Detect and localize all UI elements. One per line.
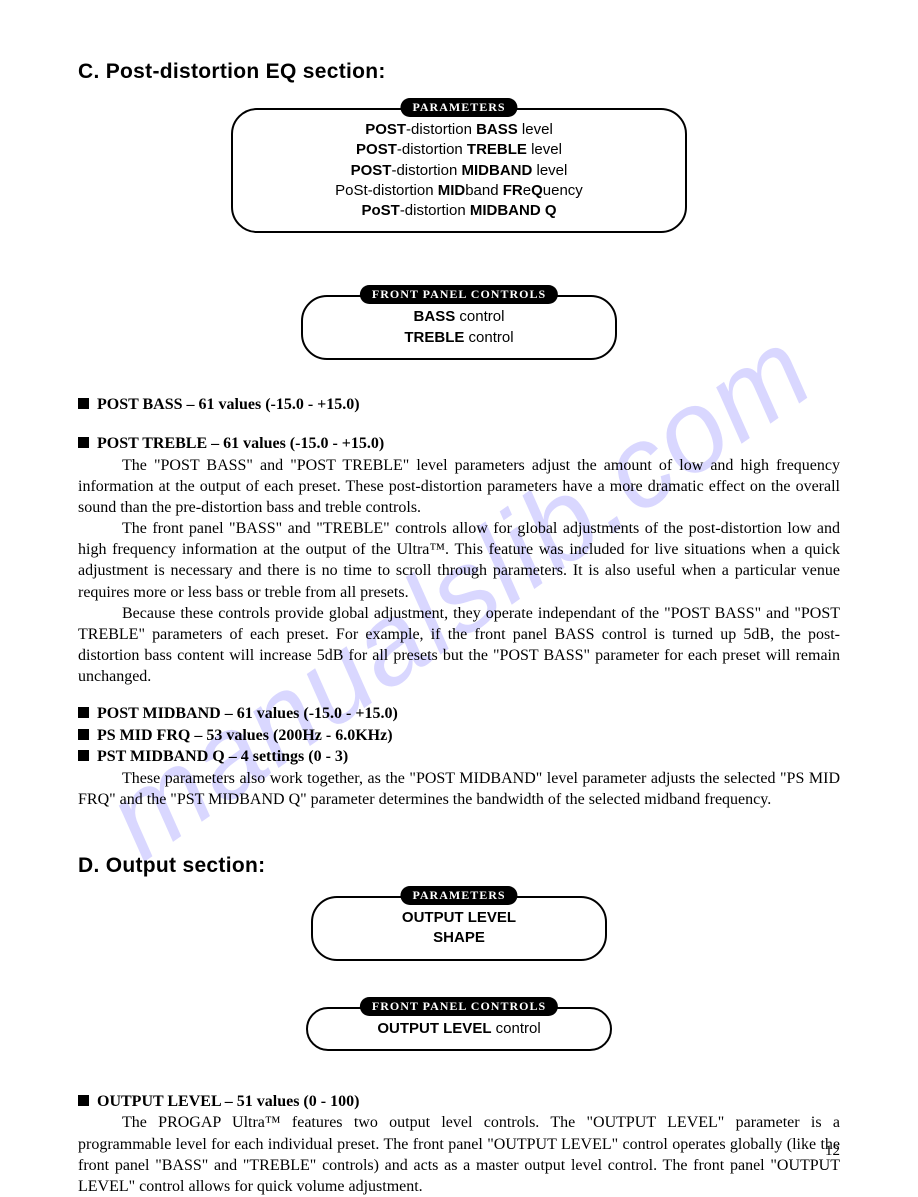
square-bullet-icon — [78, 707, 89, 718]
pill-line: POST-distortion TREBLE level — [259, 140, 659, 160]
pill-line: TREBLE control — [329, 328, 589, 348]
spacer — [78, 961, 840, 995]
section-c-title: C. Post-distortion EQ section: — [78, 60, 840, 84]
para-post-bass-treble: The "POST BASS" and "POST TREBLE" level … — [78, 455, 840, 518]
section-c-ctrl-box: FRONT PANEL CONTROLS BASS controlTREBLE … — [301, 295, 617, 360]
section-d-ctrl-box: FRONT PANEL CONTROLS OUTPUT LEVEL contro… — [306, 1007, 612, 1051]
bullet-post-midband: POST MIDBAND – 61 values (-15.0 - +15.0) — [78, 703, 840, 725]
ctrl-box-lines: OUTPUT LEVEL control — [334, 1019, 584, 1039]
param-box-label: PARAMETERS — [400, 886, 517, 905]
square-bullet-icon — [78, 729, 89, 740]
bullet-pst-midband-q: PST MIDBAND Q – 4 settings (0 - 3) — [78, 746, 840, 768]
bullet-output-level: OUTPUT LEVEL – 51 values (0 - 100) — [78, 1091, 840, 1113]
ctrl-box-label: FRONT PANEL CONTROLS — [360, 285, 558, 304]
square-bullet-icon — [78, 437, 89, 448]
para-midband: These parameters also work together, as … — [78, 768, 840, 810]
square-bullet-icon — [78, 398, 89, 409]
pill-line: POST-distortion MIDBAND level — [259, 161, 659, 181]
section-c-param-box: PARAMETERS POST-distortion BASS levelPOS… — [231, 108, 687, 233]
square-bullet-icon — [78, 1095, 89, 1106]
section-d-param-box: PARAMETERS OUTPUT LEVELSHAPE — [311, 896, 607, 961]
section-c-ctrl-box-wrap: FRONT PANEL CONTROLS BASS controlTREBLE … — [78, 295, 840, 360]
section-d-title: D. Output section: — [78, 854, 840, 878]
ctrl-box-label: FRONT PANEL CONTROLS — [360, 997, 558, 1016]
para-global-adjust: Because these controls provide global ad… — [78, 603, 840, 687]
bullet-post-bass: POST BASS – 61 values (-15.0 - +15.0) — [78, 394, 840, 416]
spacer — [78, 1051, 840, 1091]
pill-line: PoSt-distortion MIDband FReQuency — [259, 181, 659, 201]
spacer — [78, 687, 840, 703]
spacer — [78, 415, 840, 433]
pill-line: OUTPUT LEVEL control — [334, 1019, 584, 1039]
pill-line: POST-distortion BASS level — [259, 120, 659, 140]
para-front-panel: The front panel "BASS" and "TREBLE" cont… — [78, 518, 840, 602]
section-d-ctrl-box-wrap: FRONT PANEL CONTROLS OUTPUT LEVEL contro… — [78, 1007, 840, 1051]
para-output: The PROGAP Ultra™ features two output le… — [78, 1112, 840, 1196]
page-content: C. Post-distortion EQ section: PARAMETER… — [0, 0, 918, 1197]
pill-line: BASS control — [329, 307, 589, 327]
section-c-param-box-wrap: PARAMETERS POST-distortion BASS levelPOS… — [78, 108, 840, 233]
square-bullet-icon — [78, 750, 89, 761]
param-box-label: PARAMETERS — [400, 98, 517, 117]
spacer — [78, 360, 840, 394]
bullet-ps-mid-frq: PS MID FRQ – 53 values (200Hz - 6.0KHz) — [78, 725, 840, 747]
param-box-lines: OUTPUT LEVELSHAPE — [339, 908, 579, 949]
spacer — [78, 233, 840, 283]
pill-line: OUTPUT LEVEL — [339, 908, 579, 928]
pill-line: PoST-distortion MIDBAND Q — [259, 201, 659, 221]
section-d-param-box-wrap: PARAMETERS OUTPUT LEVELSHAPE — [78, 896, 840, 961]
pill-line: SHAPE — [339, 928, 579, 948]
ctrl-box-lines: BASS controlTREBLE control — [329, 307, 589, 348]
spacer — [78, 810, 840, 854]
param-box-lines: POST-distortion BASS levelPOST-distortio… — [259, 120, 659, 221]
bullet-post-treble: POST TREBLE – 61 values (-15.0 - +15.0) — [78, 433, 840, 455]
